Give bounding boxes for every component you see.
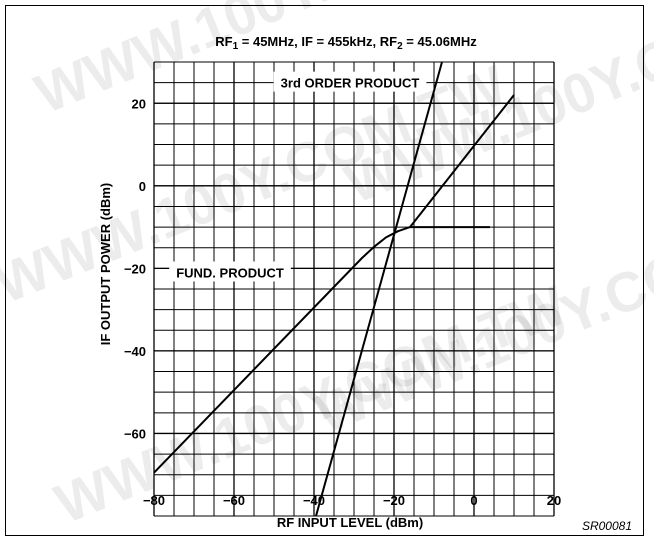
y-tick-label: 20 [132,96,146,111]
annotation-label: FUND. PRODUCT [176,265,284,280]
x-axis-label: RF INPUT LEVEL (dBm) [277,515,423,530]
annotation-label: 3rd ORDER PRODUCT [281,76,420,91]
x-tick-label: −80 [143,493,165,508]
grid [153,61,555,517]
series-group [153,61,515,517]
series-line-3 [409,94,515,228]
ticks: −80 −60 −40 −20 0 20 20 0 −20 −40 −60 [124,96,561,508]
chart: 3rd ORDER PRODUCT FUND. PRODUCT −80 −60 −40… [98,34,632,533]
y-tick-label: −20 [124,261,146,276]
title-sub1: 1 [233,41,239,52]
x-tick-label: 20 [547,493,561,508]
title-mid: = 45MHz, IF = 455kHz, RF [238,34,397,49]
series-line-fund-product [153,226,490,474]
title-end: = 45.06MHz [403,34,478,49]
x-tick-label: −60 [223,493,245,508]
y-tick-label: 0 [139,179,146,194]
x-tick-label: −40 [303,493,325,508]
chart-title: RF1 = 45MHz, IF = 455kHz, RF2 = 45.06MHz [215,34,477,52]
figure-code: SR00081 [582,519,632,533]
y-tick-label: −60 [124,426,146,441]
x-tick-label: 0 [470,493,477,508]
annotation-box [169,261,291,282]
annotations: 3rd ORDER PRODUCT FUND. PRODUCT [169,71,427,282]
y-tick-label: −40 [124,344,146,359]
title-sub2: 2 [397,41,403,52]
annotation-box [273,71,427,92]
x-tick-label: −20 [383,493,405,508]
title-rf: RF [215,34,232,49]
y-axis-label: IF OUTPUT POWER (dBm) [98,183,113,346]
series-line-3rd-order-product [315,61,443,517]
